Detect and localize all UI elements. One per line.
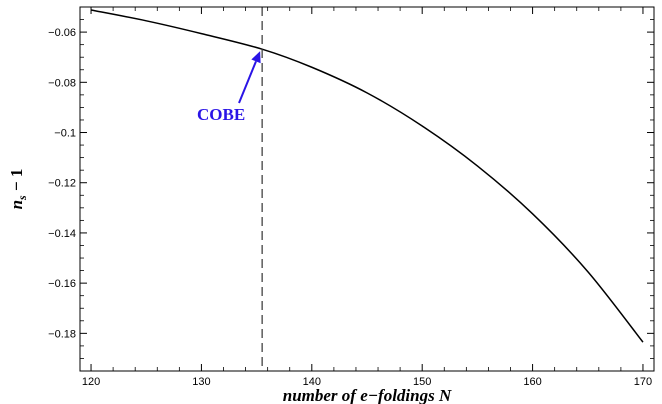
y-axis-title: ns − 1 bbox=[7, 169, 29, 210]
x-tick-label: 130 bbox=[192, 376, 210, 388]
ticks-layer: 120 130 140 150 160 170 −0.06 −0.08 −0.1 −0.12 −0.… bbox=[48, 6, 654, 388]
y-tick-label: −0.08 bbox=[48, 77, 76, 89]
series-layer bbox=[90, 9, 644, 343]
series-line bbox=[90, 9, 644, 343]
plot-frame bbox=[79, 6, 655, 372]
x-tick-label: 160 bbox=[523, 376, 541, 388]
y-tick-label: −0.18 bbox=[48, 328, 76, 340]
x-axis-title: number of e−foldings N bbox=[283, 386, 452, 404]
y-tick-label: −0.06 bbox=[48, 27, 76, 39]
y-tick-label: −0.12 bbox=[48, 178, 76, 190]
x-tick-label: 120 bbox=[82, 376, 100, 388]
cobe-annotation: COBE bbox=[197, 105, 245, 124]
y-tick-label: −0.1 bbox=[54, 128, 76, 140]
x-tick-label: 150 bbox=[413, 376, 431, 388]
cobe-arrow bbox=[238, 60, 257, 104]
y-tick-label: −0.16 bbox=[48, 278, 76, 290]
x-tick-label: 170 bbox=[634, 376, 652, 388]
y-tick-label: −0.14 bbox=[48, 228, 76, 240]
cobe-arrowhead bbox=[251, 51, 261, 64]
x-tick-label: 140 bbox=[303, 376, 321, 388]
